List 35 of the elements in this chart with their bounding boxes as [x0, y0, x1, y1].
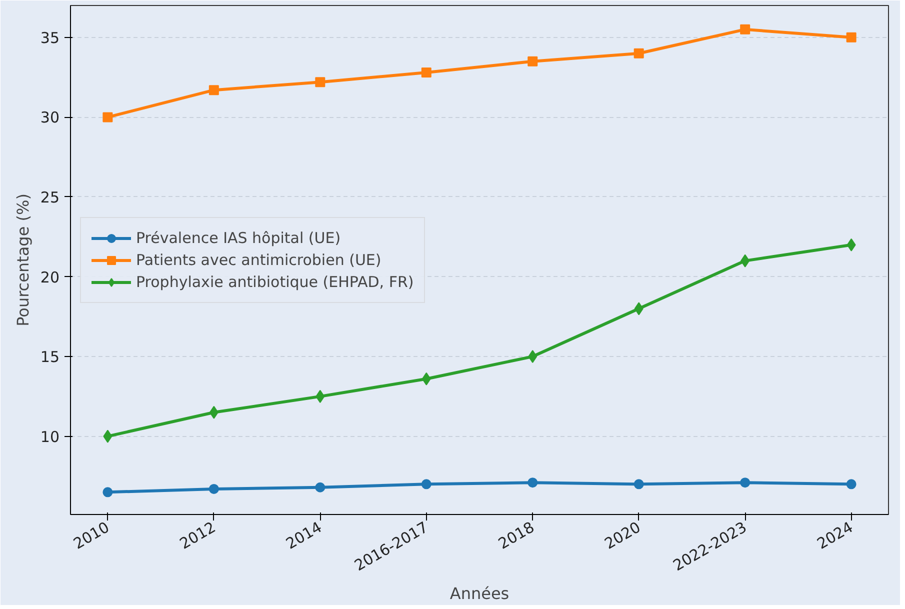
y-tick-label: 35	[40, 28, 60, 47]
point	[740, 24, 750, 34]
point	[846, 479, 856, 490]
y-tick-label: 30	[40, 108, 60, 127]
point	[528, 478, 538, 488]
point	[315, 77, 326, 88]
point	[740, 478, 750, 488]
point	[103, 430, 112, 443]
point	[421, 479, 432, 490]
point	[316, 390, 325, 403]
point	[634, 479, 644, 490]
y-tick-label: 10	[40, 428, 60, 446]
point	[846, 238, 856, 252]
legend-label: Patients avec antimicrobien (UE)	[136, 250, 382, 268]
point	[315, 482, 326, 492]
legend-label: Prévalence IAS hôpital (UE)	[136, 228, 341, 246]
point	[634, 302, 644, 316]
point	[102, 112, 113, 122]
point	[634, 48, 644, 58]
y-axis-title: Pourcentage (%)	[13, 194, 32, 326]
point	[102, 487, 113, 498]
point	[846, 32, 856, 42]
point	[208, 484, 219, 494]
point	[422, 372, 431, 386]
point	[208, 85, 219, 96]
point	[528, 56, 538, 66]
y-tick-label: 25	[40, 188, 60, 206]
point	[421, 68, 432, 78]
legend-label: Prophylaxie antibiotique (EHPAD, FR)	[136, 272, 414, 290]
point	[740, 254, 750, 268]
point	[528, 350, 538, 364]
x-axis-title: Années	[450, 584, 510, 603]
y-tick-label: 15	[40, 348, 60, 366]
y-tick-label: 20	[40, 268, 60, 286]
point	[209, 406, 218, 419]
